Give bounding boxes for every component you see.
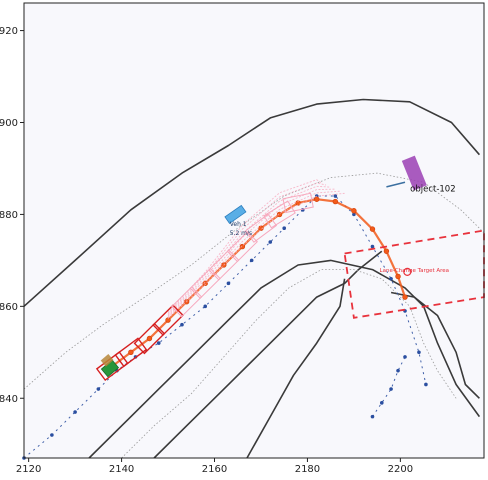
- ego-history-point: [50, 433, 54, 437]
- candidate-trajectory: [167, 182, 327, 314]
- ego-history-point: [249, 258, 254, 263]
- road-layer: [23, 98, 485, 459]
- x-tick-label: 2160: [202, 464, 227, 475]
- x-tick-label: 2140: [109, 464, 134, 475]
- footprint-layer: [95, 192, 314, 382]
- candidate-trajectory: [167, 188, 336, 317]
- planned-path-point: [165, 317, 171, 323]
- ego-history-point: [333, 194, 338, 198]
- target-area-label: Lane-Change Target Area: [380, 268, 450, 274]
- road-edge-1: [23, 98, 481, 307]
- ego-footprint: [171, 286, 203, 318]
- ego-history-point: [96, 387, 101, 391]
- path-layer: [22, 179, 428, 460]
- ego-history-point: [352, 212, 356, 217]
- road-edge-3: [153, 250, 383, 459]
- axes-frame: [23, 2, 485, 459]
- ego-footprint: [226, 231, 258, 263]
- y-tick-label: 860: [0, 302, 18, 313]
- x-tick-label: 2120: [16, 464, 41, 475]
- ego-history-point: [268, 240, 273, 244]
- planned-path-point: [383, 248, 390, 254]
- ego-footprint: [189, 267, 221, 299]
- object-102-box: [401, 155, 427, 191]
- planned-path-point: [369, 226, 376, 232]
- object-102-label: object-102: [410, 184, 455, 194]
- y-tick-label: 920: [0, 26, 18, 37]
- y-tick-label: 880: [0, 210, 18, 221]
- x-tick-label: 2180: [295, 464, 320, 475]
- ego-future-point: [396, 368, 400, 373]
- ego-history-point: [203, 304, 208, 309]
- vehicle-1-label: Veh 1: [230, 221, 247, 228]
- ego-history-point: [370, 244, 375, 249]
- ego-vehicle-marker: [100, 354, 114, 367]
- road-edge-5: [390, 291, 480, 399]
- y-tick-label: 840: [0, 394, 18, 405]
- target-point-marker: [403, 267, 412, 276]
- vehicle-1-speed: 5.2 m/s: [230, 230, 252, 237]
- ego-history-line: [23, 195, 427, 459]
- ego-footprint: [263, 200, 296, 229]
- planned-path-point: [202, 280, 208, 287]
- road-edge-4: [246, 278, 346, 459]
- planned-path-point: [146, 335, 153, 342]
- ego-history-point: [156, 341, 161, 345]
- planned-path-point: [314, 196, 320, 202]
- ego-footprint: [114, 337, 148, 368]
- lane-centerline-1: [23, 172, 485, 390]
- y-tick-label: 900: [0, 118, 18, 129]
- ego-footprint: [244, 213, 278, 243]
- ego-history-point: [226, 281, 231, 286]
- planned-path-point: [332, 198, 339, 205]
- ego-footprint: [282, 192, 314, 214]
- ego-history-point: [73, 410, 77, 414]
- ego-future-point: [389, 387, 393, 391]
- candidate-trajectory: [167, 190, 341, 318]
- ego-footprint: [208, 249, 240, 281]
- lane-centerline-2: [121, 269, 457, 459]
- ego-future-point: [370, 414, 375, 419]
- planned-path-point: [395, 273, 401, 280]
- ego-footprint: [152, 304, 184, 336]
- planned-path-point: [402, 294, 408, 300]
- object-102-heading: [386, 181, 406, 188]
- ego-history-point: [417, 350, 421, 355]
- candidate-trajectory: [167, 179, 322, 313]
- x-tick-label: 2200: [388, 464, 413, 475]
- ego-footprint: [133, 322, 166, 355]
- ego-future-point: [379, 401, 384, 405]
- ego-history-point: [180, 322, 184, 327]
- plot-background: [24, 3, 484, 458]
- candidate-trajectory: [167, 185, 331, 316]
- ego-history-point: [389, 276, 393, 281]
- planned-path-point: [351, 208, 357, 214]
- vehicle-1-box: [224, 204, 247, 224]
- ego-history-point: [424, 382, 428, 387]
- road-edge-2: [88, 259, 481, 459]
- planned-path-point: [239, 243, 246, 250]
- planned-path-point: [128, 349, 134, 355]
- tick-layer: 2120 2140 2160 2180 2200 840 860 880 900 920: [0, 26, 413, 475]
- ego-future-point: [403, 355, 407, 359]
- ego-history-point: [282, 226, 287, 231]
